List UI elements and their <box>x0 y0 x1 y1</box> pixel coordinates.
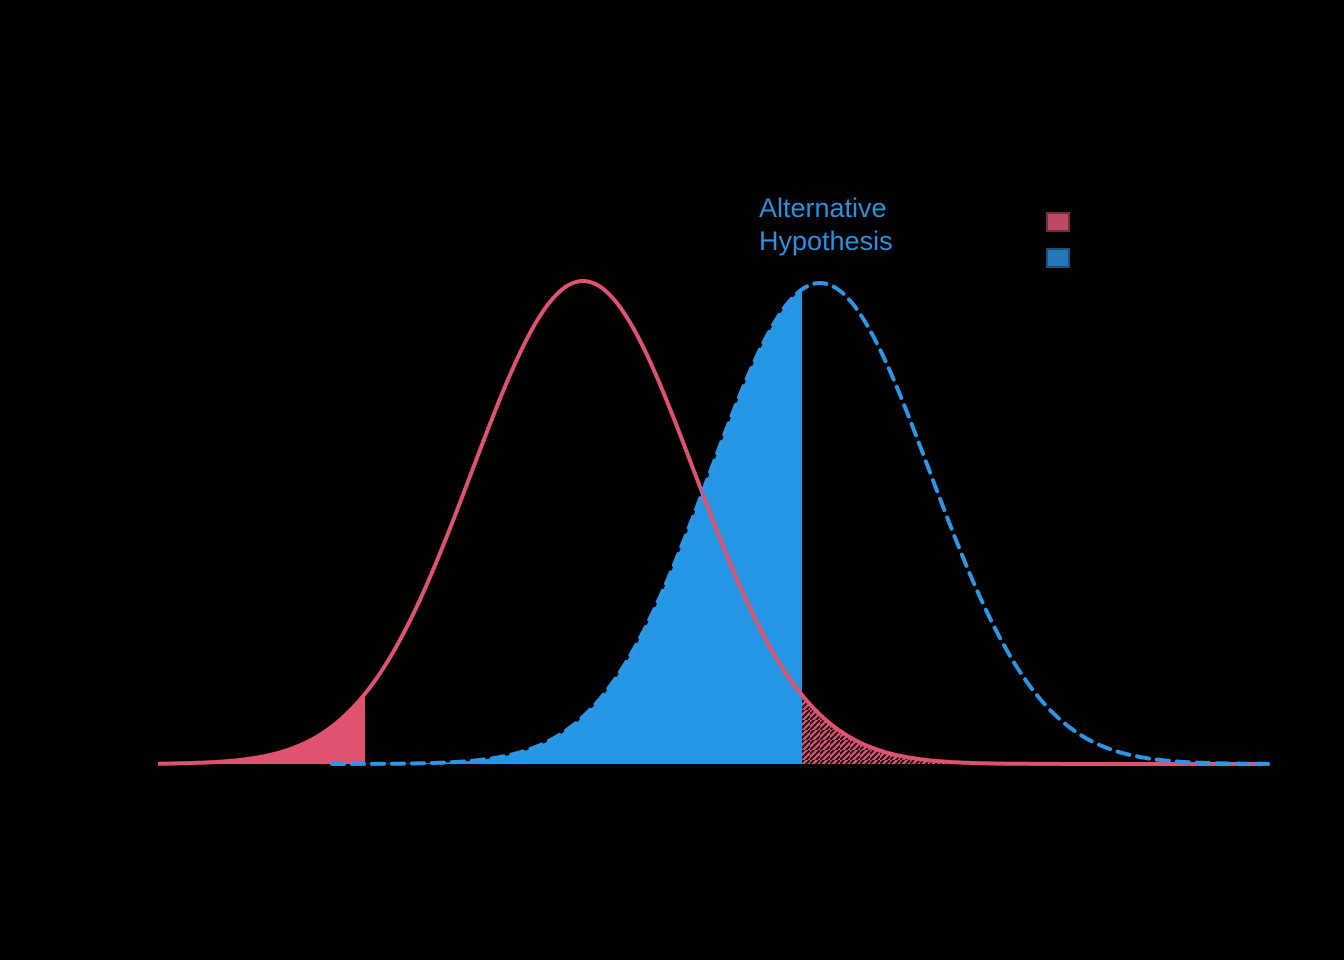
distribution-curves <box>158 279 1270 766</box>
alternative-hypothesis-label-line2: Hypothesis <box>759 226 893 256</box>
region-type-1-error-left <box>158 693 365 764</box>
region-type-1-error-right-hatch <box>802 695 1263 764</box>
alternative-hypothesis-label-line1: Alternative <box>759 193 887 223</box>
shaded-regions <box>158 289 1263 764</box>
legend <box>1046 212 1070 284</box>
type-1-error-swatch <box>1046 212 1070 232</box>
alternative-hypothesis-label: Alternative Hypothesis <box>759 192 893 258</box>
null-hypothesis-curve <box>158 279 1263 766</box>
alternative-hypothesis-curve <box>330 280 1270 766</box>
region-type-2-error <box>365 289 802 764</box>
type-2-error-swatch <box>1046 248 1070 268</box>
